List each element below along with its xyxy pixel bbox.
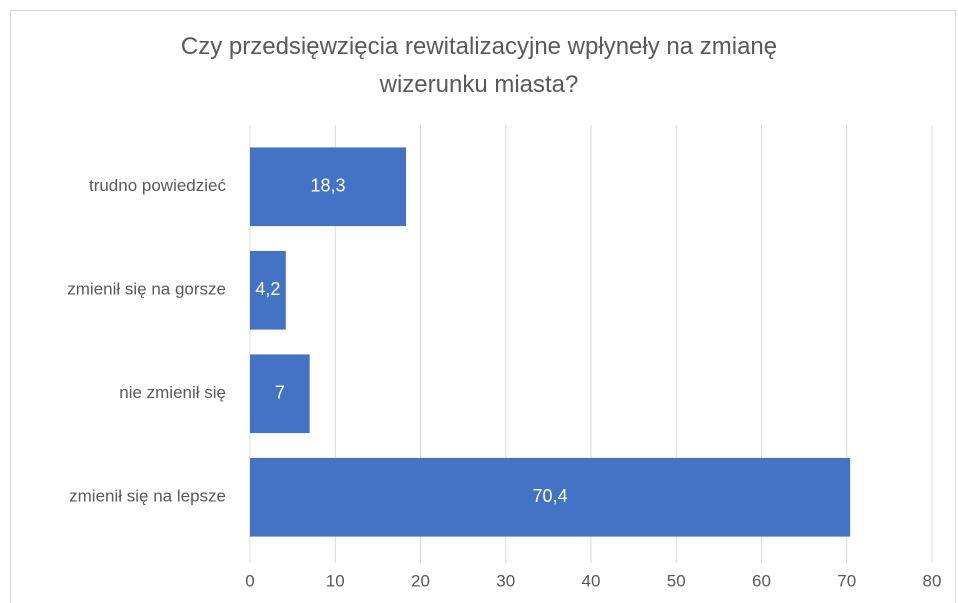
x-tick-label: 10	[326, 571, 345, 590]
chart-border	[10, 10, 956, 603]
data-label: 4,2	[255, 279, 280, 299]
x-tick-label: 50	[667, 571, 686, 590]
bar	[250, 457, 851, 537]
bar	[250, 354, 310, 434]
x-tick-label: 30	[496, 571, 515, 590]
x-tick-label: 80	[923, 571, 942, 590]
x-tick-label: 40	[582, 571, 601, 590]
x-tick-label: 70	[837, 571, 856, 590]
x-tick-label: 0	[245, 571, 254, 590]
x-tick-label: 20	[411, 571, 430, 590]
x-tick-label: 60	[752, 571, 771, 590]
y-tick-label: zmienił się na lepsze	[69, 487, 226, 506]
chart-title: Czy przedsięwzięcia rewitalizacyjne wpły…	[180, 33, 778, 98]
y-tick-label: trudno powiedzieć	[89, 176, 227, 195]
y-tick-label: zmienił się na gorsze	[67, 280, 226, 299]
bar	[250, 250, 286, 330]
data-label: 70,4	[533, 486, 568, 506]
data-label: 7	[275, 383, 285, 403]
y-tick-label: nie zmienił się	[119, 383, 226, 402]
data-label: 18,3	[310, 176, 345, 196]
bar	[250, 147, 407, 227]
